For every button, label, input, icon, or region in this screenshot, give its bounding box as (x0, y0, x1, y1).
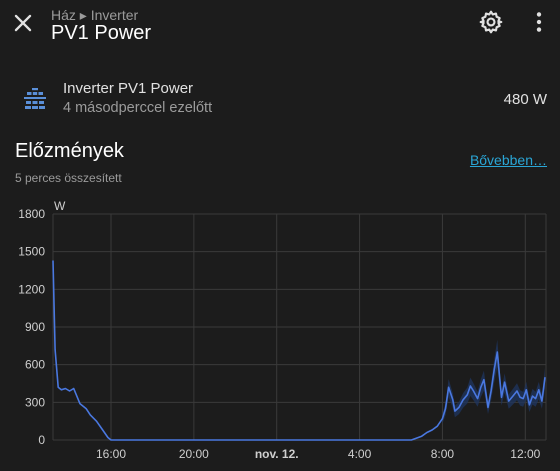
chart-series (52, 260, 546, 441)
series-line (52, 260, 546, 441)
entity-last-changed: 4 másodperccel ezelőtt (63, 100, 213, 116)
x-tick-label: 20:00 (179, 447, 209, 461)
y-tick-label: 900 (25, 320, 45, 334)
x-tick-label: nov. 12. (255, 447, 299, 461)
y-tick-label: 300 (25, 395, 45, 409)
x-tick-label: 16:00 (96, 447, 126, 461)
close-icon[interactable] (10, 10, 36, 36)
solar-panel-icon (24, 88, 46, 109)
more-vertical-icon[interactable] (526, 9, 552, 35)
dialog-header: Ház ▸ Inverter PV1 Power (0, 0, 560, 56)
gear-icon[interactable] (478, 9, 504, 35)
y-tick-label: 1800 (18, 207, 45, 221)
y-tick-label: 600 (25, 358, 45, 372)
entity-row[interactable]: Inverter PV1 Power 4 másodperccel ezelőt… (0, 74, 560, 124)
entity-state: 480 W (503, 91, 547, 108)
x-tick-label: 12:00 (510, 447, 540, 461)
x-tick-label: 4:00 (348, 447, 372, 461)
x-axis: 16:00 20:00 nov. 12. 4:00 8:00 12:00 (96, 447, 541, 461)
series-minmax-band (442, 339, 545, 424)
y-axis-unit: W (54, 199, 66, 213)
history-chart[interactable]: 0 300 600 900 1200 1500 1800 16:00 20:00 nov. 12… (0, 196, 560, 471)
history-title: Előzmények (15, 140, 124, 162)
history-subtitle: 5 perces összesített (15, 171, 122, 185)
show-more-link[interactable]: Bővebben… (469, 152, 547, 168)
y-axis: 0 300 600 900 1200 1500 1800 (18, 207, 45, 447)
y-tick-label: 1200 (18, 282, 45, 296)
entity-name: Inverter PV1 Power (63, 80, 194, 97)
y-tick-label: 1500 (18, 245, 45, 259)
dialog-title: PV1 Power (51, 22, 152, 44)
chart-grid (52, 213, 547, 441)
y-tick-label: 0 (38, 433, 45, 447)
x-tick-label: 8:00 (431, 447, 455, 461)
breadcrumb: Ház ▸ Inverter (51, 7, 139, 23)
